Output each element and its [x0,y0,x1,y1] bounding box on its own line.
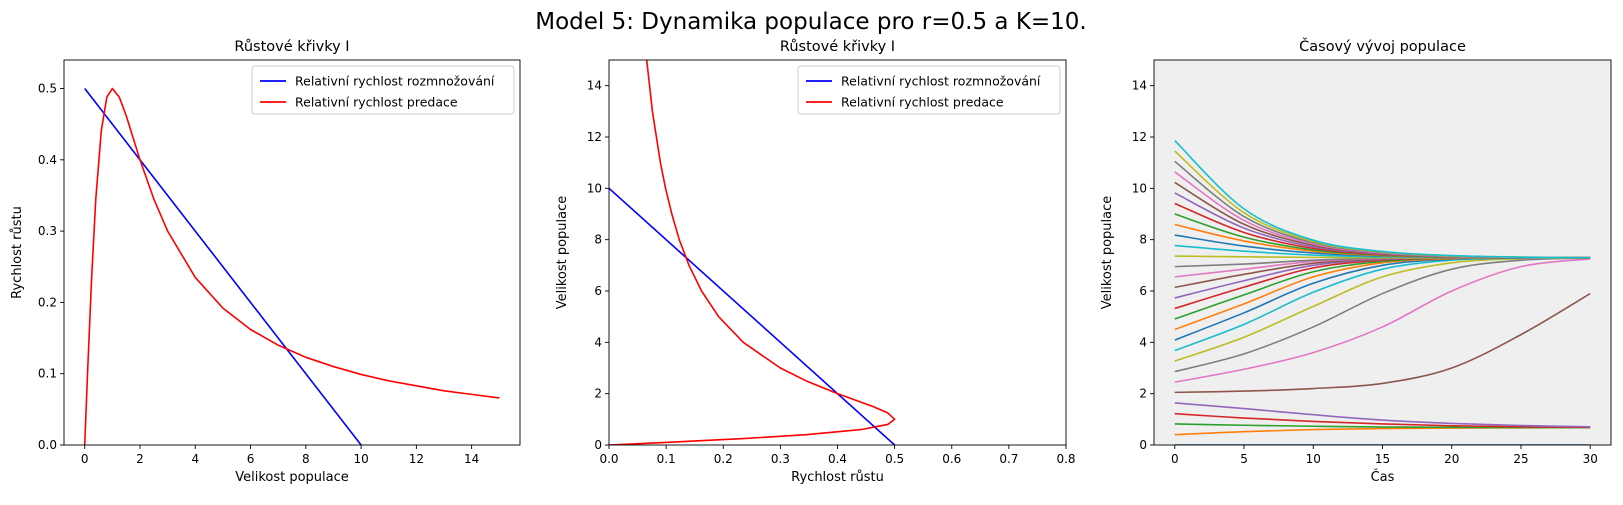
y-tick-label: 0 [594,438,602,452]
axes-frame [63,59,521,446]
y-tick-label: 0.2 [38,295,57,309]
predation-rate-line [83,87,500,445]
x-tick-label: 0 [1171,452,1179,466]
x-tick-label: 6 [247,452,255,466]
legend-label: Relativní rychlost rozmnožování [841,74,1041,89]
x-tick-label: 0.1 [657,452,676,466]
legend-label: Relativní rychlost predace [295,95,458,110]
trajectory-line [1174,140,1591,259]
x-tick-label: 0.4 [828,452,847,466]
x-tick-label: 12 [409,452,424,466]
reproduction-rate-line [609,187,896,445]
legend: Relativní rychlost rozmnožování Relativní… [251,65,515,115]
panel-population-time-evolution: 0 5 10 15 20 25 30 0 2 4 6 8 10 12 14 Časový vývoj popu… [1100,37,1612,485]
y-tick-label: 2 [1139,387,1147,401]
legend-box [797,65,1061,115]
x-tick-label: 8 [302,452,310,466]
x-tick-label: 0 [81,452,89,466]
panel-title: Růstové křivky I [780,39,895,55]
x-axis-label: Rychlost růstu [791,470,884,485]
legend-label: Relativní rychlost rozmnožování [295,74,495,89]
x-tick-label: 30 [1583,452,1598,466]
panel-title: Růstové křivky I [234,39,349,55]
x-tick-label: 15 [1375,452,1390,466]
trajectory-line [1174,258,1591,383]
panel-growth-curves-1: 0 2 4 6 8 10 12 14 0.0 0.1 0.2 0.3 0.4 0.5 Růstové kři… [10,39,521,485]
y-tick-label: 0 [1139,438,1147,452]
trajectory-line [1174,257,1591,373]
plot-area [609,60,1066,445]
figure-suptitle: Model 5: Dynamika populace pro r=0.5 a K… [535,9,1087,35]
y-tick-label: 6 [594,284,602,298]
x-tick-label: 10 [353,452,368,466]
x-tick-label: 0.3 [771,452,790,466]
y-axis-label: Velikost populace [555,196,570,310]
reproduction-rate-line [84,88,362,445]
y-tick-label: 10 [1132,181,1147,195]
legend-label: Relativní rychlost predace [841,95,1004,110]
y-tick-label: 0.4 [38,153,57,167]
y-tick-label: 14 [1132,79,1147,93]
x-tick-label: 25 [1513,452,1528,466]
x-tick-label: 10 [1306,452,1321,466]
y-tick-label: 0.5 [38,82,57,96]
x-tick-label: 20 [1444,452,1459,466]
x-axis-label: Velikost populace [235,470,349,485]
y-tick-label: 8 [594,233,602,247]
y-tick-label: 0.1 [38,367,57,381]
y-tick-label: 8 [1139,233,1147,247]
trajectory-line [1174,412,1591,429]
y-tick-label: 2 [594,387,602,401]
panel-growth-curves-2: 0.0 0.1 0.2 0.3 0.4 0.5 0.6 0.7 0.8 0 2 4 6 8 10 12 14 Rů… [555,39,1076,485]
y-tick-label: 4 [1139,335,1147,349]
y-tick-label: 0.0 [38,438,57,452]
plot-area [64,60,520,445]
y-axis-label: Velikost populace [1100,196,1115,310]
predation-rate-line [609,60,896,445]
x-tick-label: 0.0 [599,452,618,466]
x-tick-label: 0.8 [1056,452,1075,466]
trajectory-line [1174,402,1591,428]
legend: Relativní rychlost rozmnožování Relativní… [797,65,1061,115]
x-tick-label: 0.2 [714,452,733,466]
y-tick-label: 14 [587,79,602,93]
x-tick-label: 0.6 [942,452,961,466]
y-axis-label: Rychlost růstu [10,206,25,299]
y-tick-label: 0.3 [38,224,57,238]
x-tick-label: 14 [464,452,479,466]
trajectory-line [1174,292,1591,394]
x-tick-label: 0.5 [885,452,904,466]
x-tick-label: 4 [191,452,199,466]
data-layer [1174,140,1591,445]
y-tick-label: 12 [587,130,602,144]
x-tick-label: 5 [1240,452,1248,466]
x-tick-label: 2 [136,452,144,466]
data-layer [83,87,500,445]
x-axis-label: Čas [1371,469,1395,485]
x-tick-label: 0.7 [999,452,1018,466]
panel-title: Časový vývoj populace [1299,37,1466,55]
y-tick-label: 6 [1139,284,1147,298]
y-tick-label: 10 [587,181,602,195]
y-tick-label: 4 [594,335,602,349]
legend-box [251,65,515,115]
data-layer [609,60,896,445]
y-tick-label: 12 [1132,130,1147,144]
